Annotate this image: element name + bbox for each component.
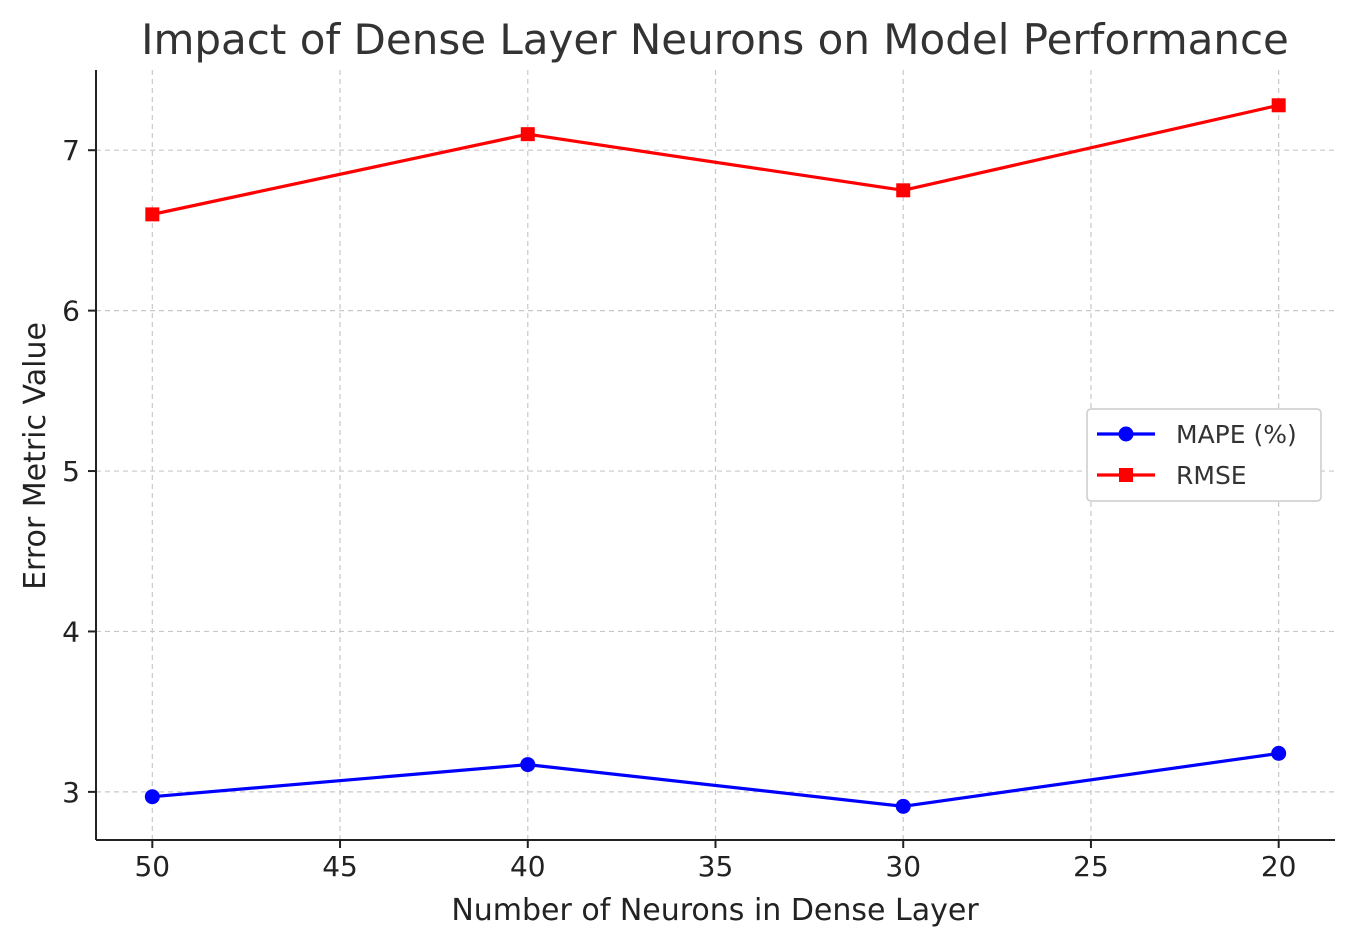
- data-point-square: [145, 207, 160, 222]
- x-tick-label: 20: [1261, 850, 1297, 883]
- y-tick-label: 5: [62, 455, 80, 488]
- data-point-circle: [895, 798, 911, 814]
- data-point-square: [896, 183, 911, 198]
- x-tick-label: 25: [1073, 850, 1109, 883]
- grid: [96, 70, 1335, 840]
- legend-entry: RMSE: [1097, 461, 1247, 490]
- y-tick-label: 4: [62, 615, 80, 648]
- legend-box: [1086, 408, 1322, 502]
- legend-marker-circle: [1118, 426, 1134, 442]
- x-tick-label: 45: [322, 850, 358, 883]
- y-tick-label: 7: [62, 134, 80, 167]
- x-tick-label: 30: [885, 850, 921, 883]
- legend-label: MAPE (%): [1176, 420, 1297, 449]
- y-axis-label: Error Metric Value: [18, 322, 53, 590]
- series-rmse: [145, 98, 1286, 222]
- legend-label: RMSE: [1176, 461, 1247, 490]
- x-axis-label: Number of Neurons in Dense Layer: [451, 893, 979, 928]
- data-point-circle: [520, 757, 536, 773]
- series-mape: [144, 745, 1287, 814]
- data-point-circle: [1271, 745, 1287, 761]
- x-tick-label: 35: [698, 850, 734, 883]
- data-point-square: [1271, 98, 1286, 113]
- x-tick-label: 50: [134, 850, 170, 883]
- y-tick-label: 6: [62, 295, 80, 328]
- data-point-square: [520, 127, 535, 142]
- legend-marker-square: [1119, 468, 1133, 482]
- x-tick-label: 40: [510, 850, 546, 883]
- series-line: [152, 751, 1279, 808]
- series-line: [151, 103, 1280, 216]
- legend: MAPE (%) RMSE: [1086, 408, 1322, 502]
- legend-entry: MAPE (%): [1097, 420, 1297, 449]
- chart-title: Impact of Dense Layer Neurons on Model P…: [141, 15, 1289, 64]
- series-group: [144, 98, 1287, 814]
- y-tick-label: 3: [62, 776, 80, 809]
- data-point-circle: [144, 789, 160, 805]
